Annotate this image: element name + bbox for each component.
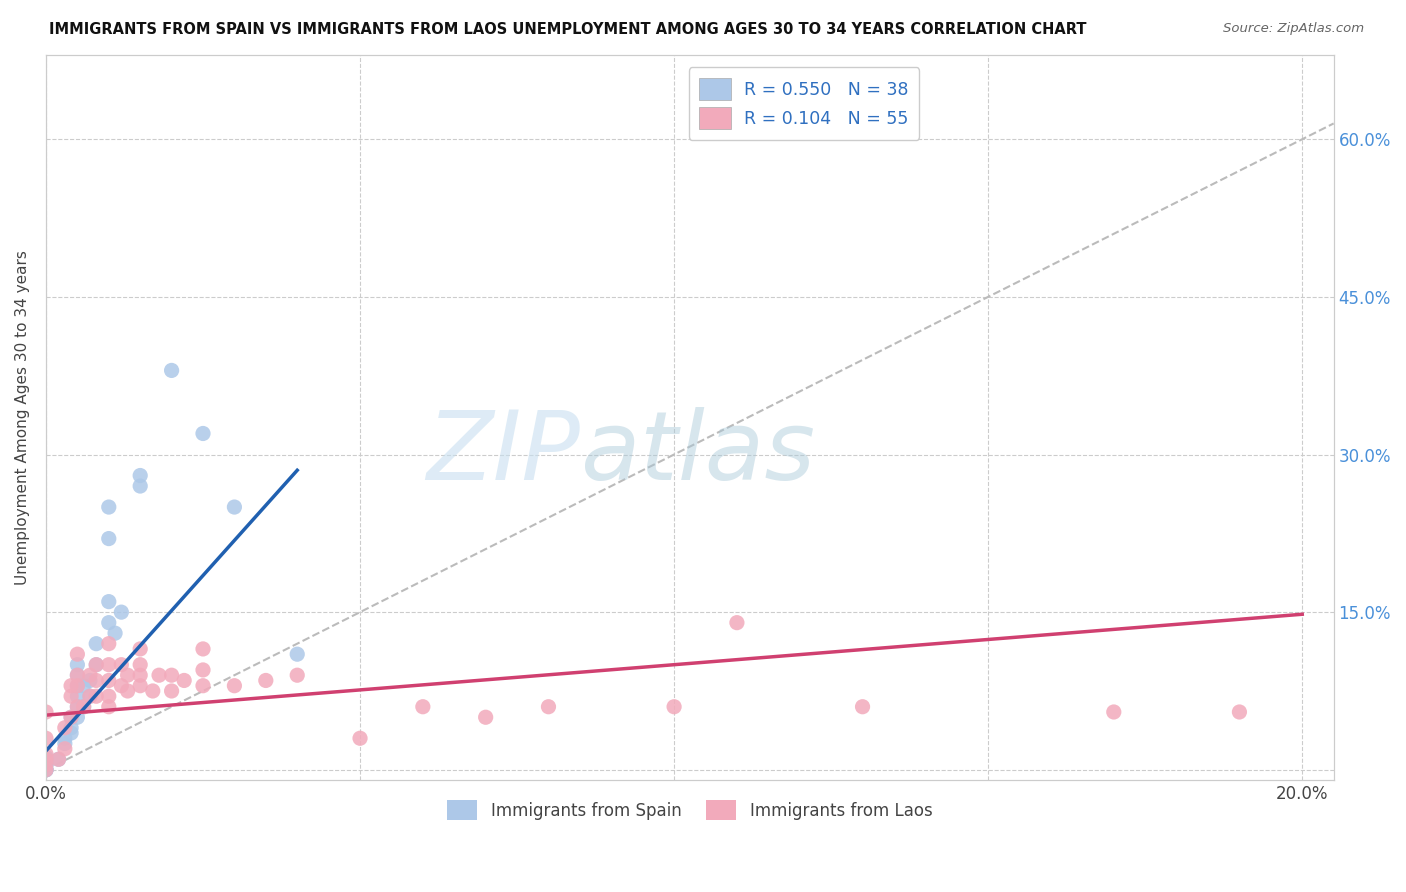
Point <box>1102 705 1125 719</box>
Point <box>173 673 195 688</box>
Point <box>35 763 58 777</box>
Point <box>97 673 120 688</box>
Point <box>160 668 183 682</box>
Text: IMMIGRANTS FROM SPAIN VS IMMIGRANTS FROM LAOS UNEMPLOYMENT AMONG AGES 30 TO 34 Y: IMMIGRANTS FROM SPAIN VS IMMIGRANTS FROM… <box>49 22 1087 37</box>
Point <box>60 690 83 704</box>
Point <box>117 684 139 698</box>
Point <box>662 699 685 714</box>
Point <box>129 479 152 493</box>
Point <box>725 615 748 630</box>
Point <box>97 637 120 651</box>
Point <box>60 726 83 740</box>
Point <box>53 741 76 756</box>
Point <box>66 668 89 682</box>
Point <box>412 699 434 714</box>
Point <box>66 679 89 693</box>
Point <box>35 757 58 772</box>
Point <box>84 637 107 651</box>
Point <box>129 679 152 693</box>
Point <box>851 699 873 714</box>
Point <box>35 752 58 766</box>
Point <box>66 668 89 682</box>
Point <box>148 668 170 682</box>
Point <box>110 605 132 619</box>
Point <box>1229 705 1251 719</box>
Point <box>84 690 107 704</box>
Point <box>129 642 152 657</box>
Point <box>35 757 58 772</box>
Point <box>285 668 308 682</box>
Point <box>60 710 83 724</box>
Point <box>160 684 183 698</box>
Point <box>97 657 120 672</box>
Point <box>60 721 83 735</box>
Point <box>73 679 96 693</box>
Point <box>35 757 58 772</box>
Point <box>35 731 58 746</box>
Point <box>73 699 96 714</box>
Y-axis label: Unemployment Among Ages 30 to 34 years: Unemployment Among Ages 30 to 34 years <box>15 251 30 585</box>
Point <box>79 690 101 704</box>
Point <box>285 647 308 661</box>
Point <box>73 699 96 714</box>
Point <box>66 699 89 714</box>
Point <box>97 699 120 714</box>
Point <box>110 679 132 693</box>
Point <box>66 699 89 714</box>
Point <box>129 668 152 682</box>
Point <box>53 721 76 735</box>
Point <box>79 668 101 682</box>
Point <box>97 532 120 546</box>
Point <box>79 673 101 688</box>
Point <box>35 763 58 777</box>
Point <box>129 657 152 672</box>
Point <box>35 755 58 769</box>
Point <box>117 668 139 682</box>
Point <box>110 657 132 672</box>
Point <box>66 657 89 672</box>
Point <box>48 752 70 766</box>
Point <box>97 615 120 630</box>
Point <box>142 684 165 698</box>
Point <box>60 679 83 693</box>
Point <box>191 663 214 677</box>
Point <box>79 690 101 704</box>
Point <box>35 750 58 764</box>
Point <box>349 731 371 746</box>
Text: ZIP: ZIP <box>426 408 581 500</box>
Point <box>84 673 107 688</box>
Legend: Immigrants from Spain, Immigrants from Laos: Immigrants from Spain, Immigrants from L… <box>440 794 939 826</box>
Point <box>35 747 58 761</box>
Point <box>66 690 89 704</box>
Point <box>97 500 120 514</box>
Point <box>53 731 76 746</box>
Point <box>104 626 127 640</box>
Point <box>537 699 560 714</box>
Text: atlas: atlas <box>581 408 815 500</box>
Point <box>224 679 246 693</box>
Point <box>97 594 120 608</box>
Point <box>474 710 496 724</box>
Point <box>191 426 214 441</box>
Point <box>35 763 58 777</box>
Point <box>35 705 58 719</box>
Point <box>191 679 214 693</box>
Point <box>129 468 152 483</box>
Point <box>35 752 58 766</box>
Point <box>97 690 120 704</box>
Point <box>53 737 76 751</box>
Point <box>66 679 89 693</box>
Point <box>66 710 89 724</box>
Point <box>191 642 214 657</box>
Point <box>224 500 246 514</box>
Point <box>48 752 70 766</box>
Point <box>60 710 83 724</box>
Point <box>35 763 58 777</box>
Point <box>84 657 107 672</box>
Point <box>66 647 89 661</box>
Point <box>254 673 277 688</box>
Point <box>84 657 107 672</box>
Text: Source: ZipAtlas.com: Source: ZipAtlas.com <box>1223 22 1364 36</box>
Point <box>160 363 183 377</box>
